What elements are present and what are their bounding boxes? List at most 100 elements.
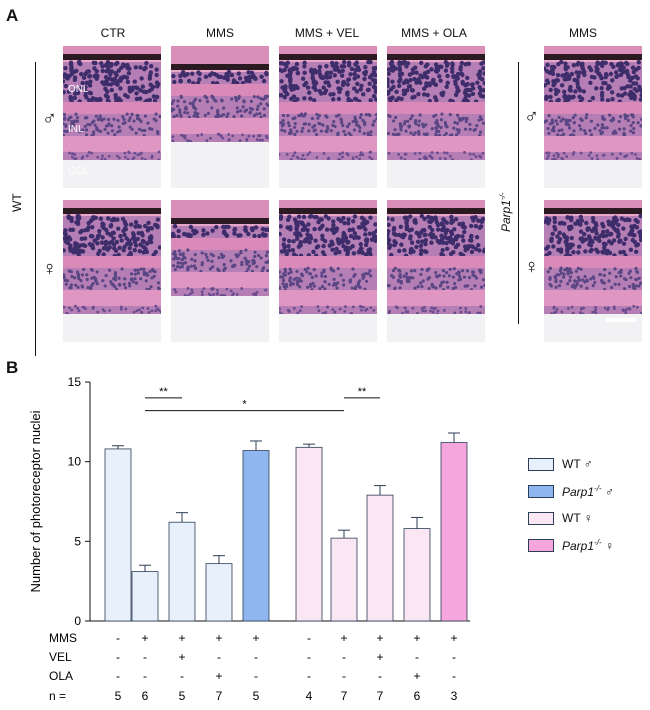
treatment-cell: 6 (414, 689, 421, 703)
bar-6 (295, 446, 323, 622)
layer-label-gcl: GCL (68, 166, 89, 177)
parp1-group-label: Parp1-/- (498, 192, 513, 232)
bar-9 (403, 528, 431, 622)
y-tick-label: 5 (74, 534, 81, 548)
histology-ola-male (387, 46, 485, 188)
y-axis-label: Number of photoreceptor nuclei (28, 410, 43, 592)
legend-name: Parp1 (562, 538, 595, 553)
column-header-mms: MMS (206, 26, 234, 40)
column-header-ctr: CTR (100, 26, 126, 40)
y-tick-label: 0 (74, 614, 81, 628)
histology-ola-female (387, 200, 485, 342)
legend-item-wt-male: WT ♂ (528, 455, 593, 473)
bar-8 (366, 494, 394, 622)
panel-b-letter: B (6, 358, 19, 377)
female-symbol-right: ♀ (524, 256, 539, 278)
legend-swatch-parp1-male (528, 484, 554, 498)
significance-label: * (242, 399, 247, 411)
treatment-cell: + (413, 631, 420, 645)
histology-vel-female (279, 200, 377, 342)
legend-label-wt-male: WT ♂ (562, 457, 593, 471)
treatment-cell: - (307, 631, 311, 645)
legend-label-parp1-female: Parp1-/- ♀ (562, 538, 614, 553)
histology-ctr-female (63, 200, 161, 342)
treatment-cell: + (252, 631, 259, 645)
legend-name: Parp1 (562, 484, 595, 499)
treatment-cell: 3 (451, 689, 458, 703)
histology-parp1-mms-female (544, 200, 642, 342)
legend-item-parp1-male: Parp1-/- ♂ (528, 482, 614, 500)
treatment-cell: + (215, 631, 222, 645)
wt-group-bracket (35, 62, 36, 356)
bar-2 (131, 571, 159, 622)
male-symbol-right: ♂ (524, 106, 539, 128)
column-header-parp1-mms: MMS (569, 26, 597, 40)
male-symbol-left: ♂ (42, 108, 57, 130)
treatment-cell: + (215, 669, 222, 683)
treatment-cell: - (254, 650, 258, 664)
layer-label-inl: INL (68, 124, 84, 135)
treatment-cell: 7 (377, 689, 384, 703)
treatment-cell: 5 (115, 689, 122, 703)
treatment-cell: + (376, 650, 383, 664)
histology-mms-female (171, 200, 269, 342)
treatment-cell: 7 (341, 689, 348, 703)
treatment-cell: - (452, 650, 456, 664)
legend-swatch-wt-female (528, 511, 554, 525)
treatment-cell: - (116, 669, 120, 683)
legend-sex: ♀ (604, 538, 614, 553)
scale-bar (606, 318, 636, 322)
treatment-cell: - (217, 650, 221, 664)
treatment-cell: - (307, 669, 311, 683)
treatment-cell: - (180, 669, 184, 683)
treatment-cell: - (307, 650, 311, 664)
female-symbol-left: ♀ (42, 258, 57, 280)
legend-name: WT (562, 457, 581, 471)
treatment-row-label: OLA (49, 669, 73, 683)
treatment-cell: + (450, 631, 457, 645)
bar-5 (242, 450, 270, 622)
treatment-row-label: MMS (49, 631, 77, 645)
treatment-cell: 5 (253, 689, 260, 703)
treatment-cell: - (143, 669, 147, 683)
legend-label-parp1-male: Parp1-/- ♂ (562, 484, 614, 499)
parp1-group-sup: -/- (498, 192, 507, 200)
legend-swatch-wt-male (528, 457, 554, 471)
y-tick-label: 15 (68, 375, 82, 389)
bar-10 (440, 442, 468, 622)
parp1-group-name: Parp1 (499, 199, 513, 232)
treatment-cell: 6 (142, 689, 149, 703)
parp1-group-bracket (518, 62, 519, 324)
significance-label: ** (358, 386, 367, 398)
legend-sex: ♀ (583, 511, 593, 525)
treatment-cell: + (141, 631, 148, 645)
treatment-cell: + (178, 631, 185, 645)
treatment-cell: - (342, 650, 346, 664)
bar-4 (205, 563, 233, 622)
y-tick-label: 10 (68, 455, 82, 469)
legend-sup: -/- (594, 483, 602, 493)
treatment-cell: + (376, 631, 383, 645)
treatment-cell: + (340, 631, 347, 645)
bar-7 (330, 537, 358, 622)
legend-sex: ♂ (604, 484, 614, 499)
treatment-row-label: n = (49, 689, 66, 703)
treatment-cell: - (254, 669, 258, 683)
treatment-cell: - (452, 669, 456, 683)
legend-sex: ♂ (583, 457, 593, 471)
histology-vel-male (279, 46, 377, 188)
treatment-cell: - (143, 650, 147, 664)
treatment-cell: - (378, 669, 382, 683)
treatment-cell: + (413, 669, 420, 683)
treatment-cell: 7 (216, 689, 223, 703)
treatment-row-label: VEL (49, 650, 72, 664)
legend-item-parp1-female: Parp1-/- ♀ (528, 536, 614, 554)
treatment-cell: - (342, 669, 346, 683)
legend-sup: -/- (594, 537, 602, 547)
treatment-cell: 4 (306, 689, 313, 703)
histology-mms-male (171, 46, 269, 188)
treatment-cell: - (116, 650, 120, 664)
histology-ctr-male (63, 46, 161, 188)
legend-swatch-parp1-female (528, 538, 554, 552)
